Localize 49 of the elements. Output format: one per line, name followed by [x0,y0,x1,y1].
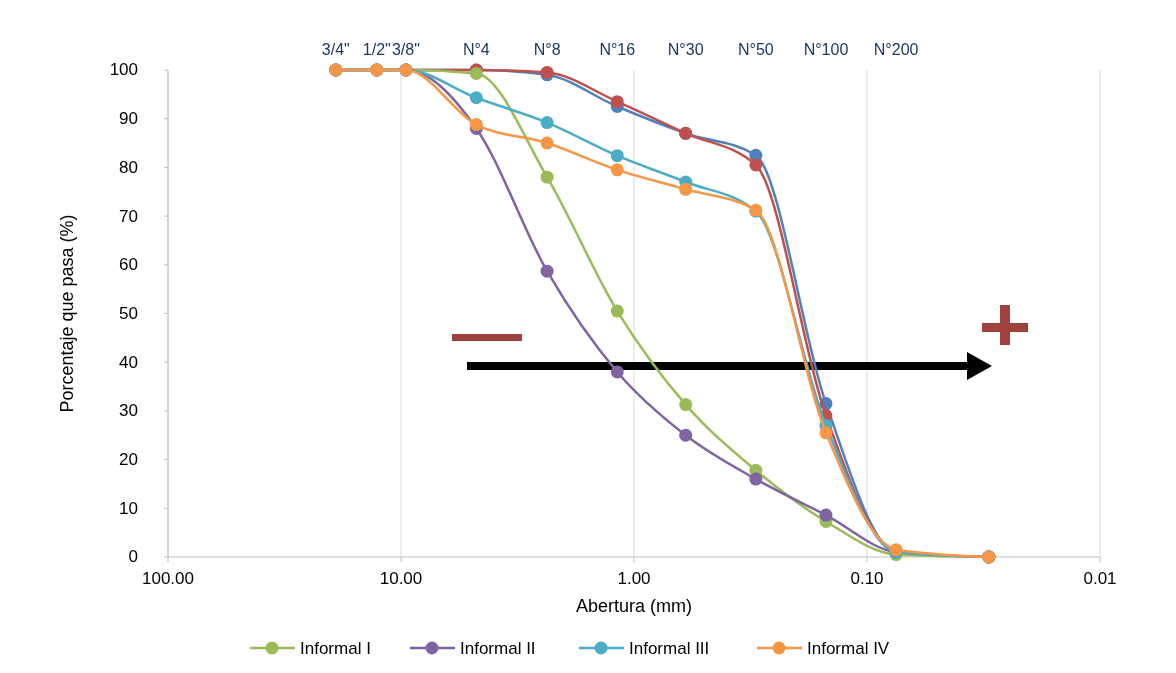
point [610,304,624,318]
x-tick-label: 0.10 [850,569,884,588]
y-tick-label: 90 [119,109,138,129]
text: N°8 [533,41,561,58]
legend-label: Informal I [300,639,371,658]
point [540,170,554,184]
x-tick-label: 1.00 [617,569,651,588]
text: N°50 [737,41,774,58]
point [819,508,833,522]
y-tick-label: 70 [119,206,138,226]
point [540,136,554,150]
text: N°200 [873,41,919,58]
point [819,426,833,440]
y-tick-label: 30 [119,401,138,421]
point [540,264,554,278]
text: N°30 [667,41,704,58]
point [610,149,624,163]
point [610,95,624,109]
text: 1/2" [362,41,391,58]
y-tick-label: 20 [119,450,138,470]
x-axis-title: Abertura (mm) [575,596,693,616]
x-tick-label: 100.00 [142,569,194,588]
point [749,158,763,172]
point [679,428,693,442]
legend-label: Informal III [629,639,710,658]
point [469,91,483,105]
legend-label: Informal II [460,639,536,658]
y-axis-title: Porcentaje que pasa (%) [57,214,77,413]
y-tick-label: 10 [119,498,138,518]
y-tick-label: 50 [119,303,138,323]
text: N°4 [462,41,490,58]
legend-label: Informal IV [807,639,890,658]
y-tick-label: 0 [128,547,138,567]
y-tick-label: 80 [119,157,138,177]
point [610,365,624,379]
point [749,472,763,486]
y-tick-label: 60 [119,255,138,275]
point [610,163,624,177]
text: 3/8" [391,41,420,58]
text: N°100 [803,41,849,58]
point [540,116,554,130]
x-tick-label: 0.01 [1083,569,1117,588]
point [679,398,693,412]
y-tick-label: 100 [109,60,138,80]
text: N°16 [599,41,636,58]
point [679,182,693,196]
y-tick-label: 40 [119,352,138,372]
x-tick-label: 10.00 [379,569,423,588]
text: 3/4" [321,41,350,58]
